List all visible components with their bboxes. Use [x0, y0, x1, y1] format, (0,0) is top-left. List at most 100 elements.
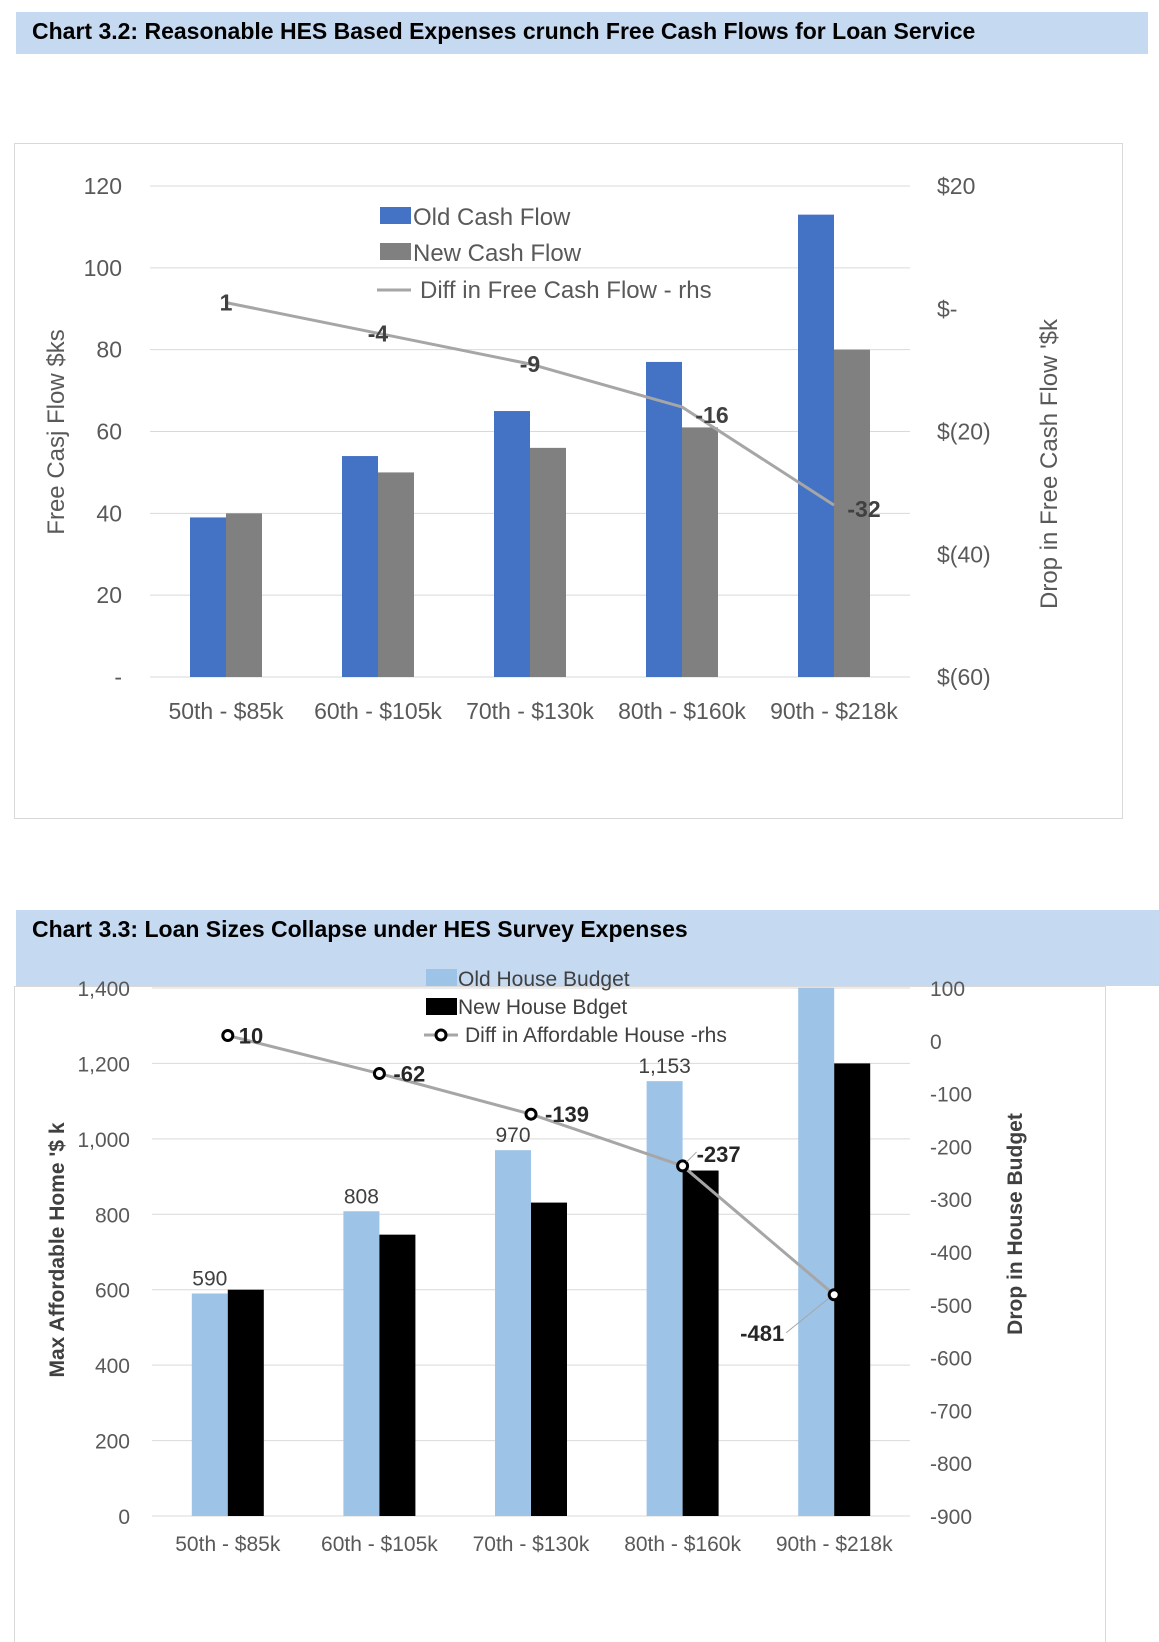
y2-tick-label: -900 [930, 1506, 972, 1529]
diff-data-label: -9 [520, 351, 540, 377]
chart-3-2-heading: Chart 3.2: Reasonable HES Based Expenses… [16, 12, 1148, 54]
x-tick-label: 60th - $105k [321, 1533, 438, 1556]
bar-old-cash-flow [342, 456, 378, 677]
bar-old-house-budget [798, 987, 835, 1516]
y-tick-label: - [114, 664, 122, 690]
diff-data-label: -4 [368, 320, 389, 346]
bar-old-cash-flow [190, 517, 226, 677]
y-tick-label: 600 [95, 1280, 130, 1303]
y2-tick-label: $(40) [937, 541, 991, 567]
x-tick-label: 50th - $85k [168, 698, 284, 724]
diff-marker [524, 1107, 538, 1121]
y-tick-label: 1,400 [77, 978, 130, 1001]
y-tick-label: 1,000 [77, 1129, 130, 1152]
bar-new-house-budget [834, 1063, 871, 1516]
bar-old-house-budget [191, 1293, 228, 1516]
legend-label-old-cash-flow: Old Cash Flow [413, 204, 571, 231]
legend-swatch-new-cash-flow [380, 243, 411, 260]
bar-new-cash-flow [226, 513, 262, 677]
y-axis-title: Max Affordable Home '$ k [46, 1122, 69, 1377]
bar-data-label: 970 [495, 1124, 530, 1147]
legend-swatch-new-house-budget [426, 998, 457, 1015]
y-tick-label: 60 [96, 419, 122, 445]
y2-axis-title: Drop in Free Cash Flow '$k [1036, 318, 1063, 609]
y2-tick-label: -100 [930, 1084, 972, 1107]
chart-3-3-heading: Chart 3.3: Loan Sizes Collapse under HES… [16, 910, 1159, 986]
y-tick-label: 400 [95, 1355, 130, 1378]
bar-data-label: 1,153 [638, 1055, 691, 1078]
y-tick-label: 200 [95, 1431, 130, 1454]
bar-new-cash-flow [834, 349, 870, 677]
y2-tick-label: $(20) [937, 419, 991, 445]
bar-new-house-budget [227, 1289, 264, 1516]
bar-new-cash-flow [378, 472, 414, 677]
bar-new-house-budget [531, 1202, 567, 1516]
y-tick-label: 80 [96, 337, 122, 363]
bar-old-cash-flow [494, 411, 530, 677]
y2-tick-label: $- [937, 296, 957, 322]
bar-old-house-budget [495, 1150, 531, 1516]
y2-tick-label: -800 [930, 1453, 972, 1476]
y-axis-title: Free Casj Flow $ks [43, 329, 70, 534]
diff-data-label: -237 [697, 1142, 741, 1167]
legend-label-new-house-budget: New House Bdget [458, 996, 627, 1019]
leader-line [785, 1298, 829, 1334]
bar-old-cash-flow [646, 361, 682, 677]
y2-tick-label: $(60) [937, 664, 991, 690]
diff-marker [221, 1029, 235, 1043]
legend-label-new-cash-flow: New Cash Flow [413, 240, 582, 267]
leader-line [686, 1151, 697, 1163]
y2-tick-label: -500 [930, 1295, 972, 1318]
diff-data-label: -481 [740, 1321, 784, 1346]
x-tick-label: 70th - $130k [466, 698, 594, 724]
y-tick-label: 800 [95, 1204, 130, 1227]
x-tick-label: 60th - $105k [314, 698, 442, 724]
chart-3-2-frame [14, 143, 1123, 819]
diff-data-label: 10 [239, 1024, 263, 1049]
y2-tick-label: -400 [930, 1242, 972, 1265]
x-tick-label: 90th - $218k [770, 698, 898, 724]
diff-data-label: -139 [545, 1102, 589, 1127]
bar-data-label: 590 [192, 1267, 227, 1290]
bar-old-house-budget [343, 1211, 380, 1516]
bar-new-house-budget [682, 1170, 719, 1516]
y2-tick-label: -300 [930, 1189, 972, 1212]
legend-label-diff-line: Diff in Affordable House -rhs [465, 1024, 727, 1047]
legend-swatch-old-house-budget [426, 969, 457, 986]
diff-marker [372, 1067, 386, 1081]
x-tick-label: 50th - $85k [175, 1533, 281, 1556]
x-tick-label: 80th - $160k [624, 1533, 741, 1556]
diff-line [225, 301, 835, 507]
y-tick-label: 1,200 [77, 1053, 130, 1076]
y2-tick-label: 100 [930, 978, 965, 1001]
bar-new-house-budget [379, 1234, 416, 1516]
y2-tick-label: -600 [930, 1348, 972, 1371]
bar-old-cash-flow [798, 214, 834, 677]
y-tick-label: 20 [96, 582, 122, 608]
y-tick-label: 0 [118, 1506, 130, 1529]
y-tick-label: 40 [96, 500, 122, 526]
diff-marker [827, 1288, 841, 1302]
y2-tick-label: -200 [930, 1136, 972, 1159]
y2-tick-label: 0 [930, 1031, 942, 1054]
x-tick-label: 80th - $160k [618, 698, 746, 724]
diff-data-label: -16 [695, 402, 728, 428]
diff-marker [676, 1159, 690, 1173]
y-tick-label: 120 [84, 173, 122, 199]
bar-data-label: 808 [344, 1185, 379, 1208]
legend-marker-diff-line [434, 1028, 448, 1042]
x-tick-label: 70th - $130k [473, 1533, 590, 1556]
legend-swatch-old-cash-flow [380, 207, 411, 224]
y2-tick-label: -700 [930, 1400, 972, 1423]
bar-old-house-budget [646, 1081, 683, 1516]
diff-data-label: -32 [847, 496, 880, 522]
legend-label-diff-line: Diff in Free Cash Flow - rhs [420, 277, 712, 304]
y-tick-label: 100 [84, 255, 122, 281]
bar-new-cash-flow [682, 427, 718, 677]
diff-data-label: 1 [220, 290, 233, 316]
x-tick-label: 90th - $218k [776, 1533, 893, 1556]
y2-axis-title: Drop in House Budget [1004, 1113, 1027, 1335]
y2-tick-label: $20 [937, 173, 975, 199]
diff-data-label: -62 [393, 1062, 425, 1087]
